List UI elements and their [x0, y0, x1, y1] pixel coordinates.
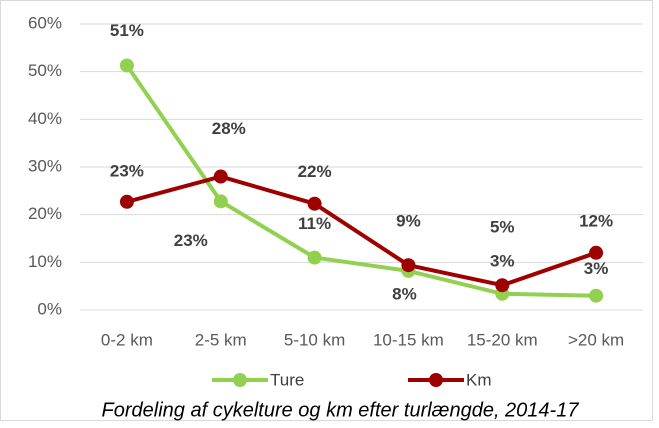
chart-title: Fordeling af cykelture og km efter turlæ… [102, 399, 580, 421]
data-point [213, 194, 228, 209]
data-point [307, 250, 322, 265]
legend-label: Ture [270, 370, 304, 389]
data-label: 5% [490, 218, 515, 237]
x-tick-label: 10-15 km [373, 330, 444, 349]
data-label: 3% [584, 259, 609, 278]
data-point [307, 196, 322, 211]
y-tick-label: 20% [28, 204, 62, 223]
data-label: 23% [174, 231, 208, 250]
data-label: 3% [490, 251, 515, 270]
data-point [213, 169, 228, 184]
x-tick-label: 0-2 km [101, 330, 153, 349]
x-tick-label: 2-5 km [195, 330, 247, 349]
y-tick-label: 60% [28, 13, 62, 32]
data-point [401, 258, 416, 273]
data-label: 28% [212, 119, 246, 138]
data-label: 9% [396, 212, 421, 231]
x-tick-label: 15-20 km [467, 330, 538, 349]
data-point [119, 194, 134, 209]
data-label: 11% [298, 214, 331, 233]
legend-marker [233, 373, 247, 387]
data-point [589, 245, 604, 260]
legend-label: Km [466, 370, 492, 389]
data-label: 12% [579, 211, 613, 230]
y-tick-label: 0% [37, 299, 62, 318]
x-tick-label: 5-10 km [284, 330, 345, 349]
y-tick-label: 50% [28, 61, 62, 80]
legend-marker [429, 373, 443, 387]
y-tick-label: 10% [28, 252, 62, 271]
x-tick-label: >20 km [568, 330, 624, 349]
y-tick-label: 30% [28, 156, 62, 175]
data-label: 51% [110, 21, 144, 40]
data-point [589, 288, 604, 303]
data-point [119, 58, 134, 73]
y-tick-label: 40% [28, 109, 62, 128]
data-label: 8% [392, 284, 417, 303]
data-label: 22% [298, 162, 332, 181]
series-line [126, 174, 597, 288]
data-label: 23% [110, 161, 144, 180]
data-point [495, 278, 510, 293]
